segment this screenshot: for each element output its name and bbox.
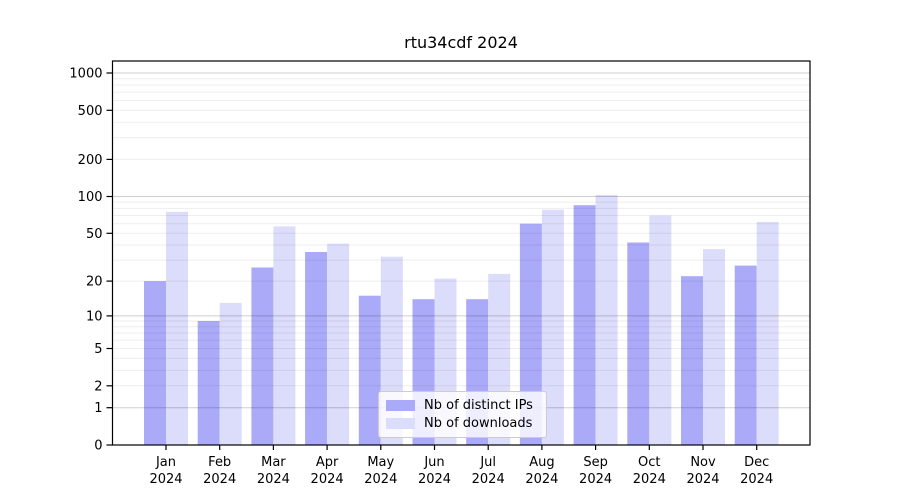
x-tick-label-year: 2024 xyxy=(579,472,612,487)
x-tick-label-month: Sep xyxy=(583,455,608,470)
x-tick-label-year: 2024 xyxy=(633,472,666,487)
x-tick-label-year: 2024 xyxy=(740,472,773,487)
legend-item-downloads: Nb of downloads xyxy=(386,415,538,432)
minor-gridlines xyxy=(112,78,810,387)
x-tick-label-month: Jul xyxy=(479,455,496,470)
x-tick-label-year: 2024 xyxy=(311,472,344,487)
bar-downloads-nov xyxy=(703,249,725,445)
x-tick-label-month: Dec xyxy=(744,455,769,470)
y-tick-label: 10 xyxy=(86,309,103,324)
y-tick-label: 50 xyxy=(86,227,103,242)
legend: Nb of distinct IPs Nb of downloads xyxy=(378,391,547,438)
legend-swatch-downloads xyxy=(386,417,415,429)
x-tick-label-month: Nov xyxy=(690,455,716,470)
x-tick-label-month: Feb xyxy=(208,455,231,470)
x-tick-label-month: Oct xyxy=(638,455,660,470)
y-tick-label: 200 xyxy=(78,153,103,168)
bar-ips-apr xyxy=(305,252,328,445)
bar-ips-may xyxy=(358,295,381,445)
bar-ips-aug xyxy=(519,223,542,445)
chart-title: rtu34cdf 2024 xyxy=(404,33,518,52)
x-tick-label-month: Mar xyxy=(261,455,286,470)
bar-ips-jan xyxy=(144,281,166,445)
x-tick-label-year: 2024 xyxy=(203,472,236,487)
bar-ips-nov xyxy=(681,276,703,445)
x-tick-label-month: Jun xyxy=(423,455,444,470)
bar-downloads-feb xyxy=(219,302,242,445)
legend-label-distinct-ips: Nb of distinct IPs xyxy=(424,398,533,414)
legend-swatch-distinct-ips xyxy=(386,400,415,412)
bar-ips-dec xyxy=(734,265,757,445)
bar-ips-feb xyxy=(197,321,220,445)
y-tick-label: 20 xyxy=(86,275,103,290)
y-tick-label: 1000 xyxy=(69,67,102,82)
y-tick-label: 2 xyxy=(94,379,102,394)
x-tick-label-year: 2024 xyxy=(472,472,505,487)
y-axis-ticks: 0 1 2 5 10 20 50 100 200 500 1000 xyxy=(69,67,113,454)
bar-downloads-oct xyxy=(649,215,672,445)
y-tick-label: 5 xyxy=(94,342,102,357)
plot-frame xyxy=(111,60,811,446)
bar-ips-sep xyxy=(573,205,596,445)
bar-downloads-mar xyxy=(273,226,296,445)
bar-downloads-apr xyxy=(327,243,350,445)
y-tick-label: 1 xyxy=(94,401,102,416)
y-tick-label: 100 xyxy=(78,190,103,205)
x-tick-label-month: Apr xyxy=(316,455,339,470)
bar-ips-mar xyxy=(251,267,274,445)
x-tick-label-year: 2024 xyxy=(686,472,719,487)
x-tick-label-year: 2024 xyxy=(149,472,182,487)
legend-item-distinct-ips: Nb of distinct IPs xyxy=(386,397,538,414)
bar-downloads-aug xyxy=(541,209,564,445)
bar-downloads-sep xyxy=(595,194,618,445)
bar-downloads-jan xyxy=(166,211,188,445)
x-tick-label-year: 2024 xyxy=(364,472,397,487)
bar-downloads-dec xyxy=(756,221,779,445)
x-tick-label-month: Aug xyxy=(529,455,554,470)
y-tick-label: 500 xyxy=(78,104,103,119)
x-tick-label-year: 2024 xyxy=(257,472,290,487)
bar-ips-oct xyxy=(627,242,650,445)
x-tick-label-month: Jan xyxy=(155,455,176,470)
y-tick-label: 0 xyxy=(94,439,102,454)
x-tick-label-month: May xyxy=(367,455,394,470)
x-tick-label-year: 2024 xyxy=(525,472,558,487)
x-tick-label-year: 2024 xyxy=(418,472,451,487)
legend-label-downloads: Nb of downloads xyxy=(424,415,533,431)
x-axis-ticks: Jan 2024 Feb 2024 Mar 2024 Apr 2024 May 2024 Jun 20… xyxy=(149,445,773,487)
